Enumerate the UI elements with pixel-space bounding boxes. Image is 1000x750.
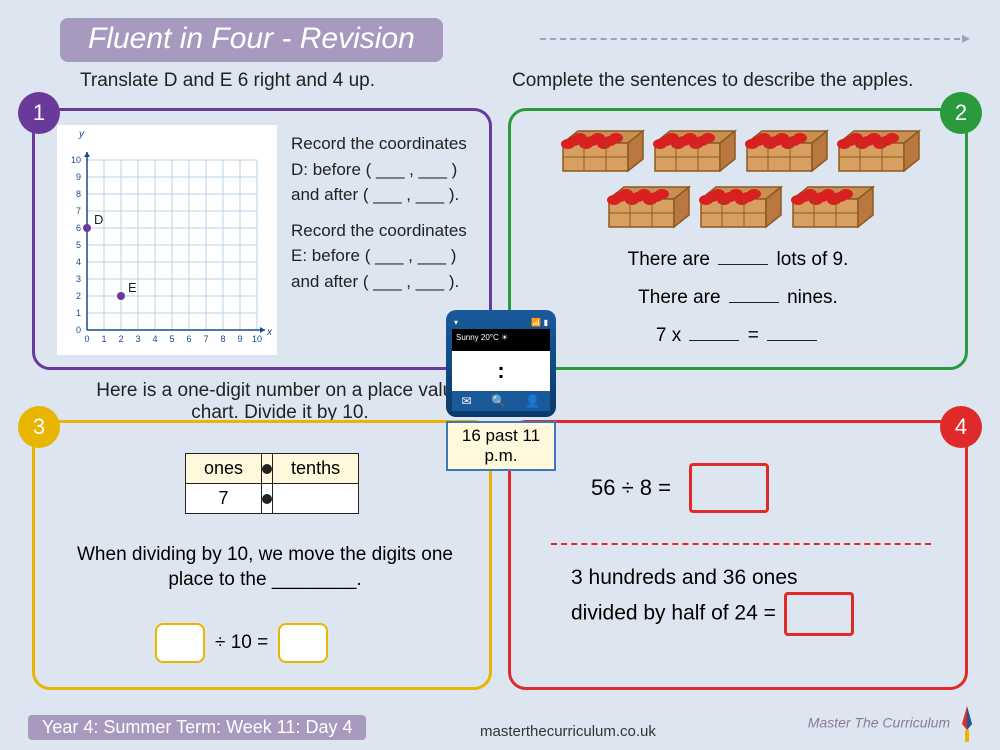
svg-text:3: 3 [135, 334, 140, 344]
svg-text:7: 7 [203, 334, 208, 344]
apple-crate [558, 125, 648, 175]
q1-text: Record the coordinates D: before ( ___ ,… [291, 131, 467, 294]
svg-text:E: E [128, 280, 137, 295]
apple-crates [541, 125, 941, 231]
svg-text:x: x [266, 327, 273, 338]
q4-equation-1: 56 ÷ 8 = [591, 463, 769, 513]
coordinate-grid: 0 1 2 3 4 5 6 7 8 9 10 0 1 2 3 4 5 6 7 8 9 10 D E x y [57, 125, 277, 355]
apple-crate [788, 181, 878, 231]
phone-time-label: 16 past 11 p.m. [446, 421, 556, 471]
apple-crate [650, 125, 740, 175]
mail-icon: ✉ [462, 394, 472, 408]
answer-box[interactable] [278, 623, 328, 663]
svg-text:1: 1 [101, 334, 106, 344]
user-icon: 👤 [525, 394, 540, 408]
svg-text:0: 0 [76, 325, 81, 335]
svg-text:9: 9 [76, 172, 81, 182]
svg-text:5: 5 [76, 240, 81, 250]
svg-text:0: 0 [84, 334, 89, 344]
q1-prompt: Translate D and E 6 right and 4 up. [80, 70, 375, 92]
apple-crate [696, 181, 786, 231]
svg-text:2: 2 [118, 334, 123, 344]
logo: Master The Curriculum [808, 704, 980, 744]
apple-crate [834, 125, 924, 175]
apple-crate [604, 181, 694, 231]
svg-text:8: 8 [76, 189, 81, 199]
answer-box[interactable] [689, 463, 769, 513]
svg-text:7: 7 [76, 206, 81, 216]
panel-1: 0 1 2 3 4 5 6 7 8 9 10 0 1 2 3 4 5 6 7 8 9 10 D E x y Record t… [32, 108, 492, 370]
svg-text:5: 5 [169, 334, 174, 344]
badge-2: 2 [940, 92, 982, 134]
footer-bar: Year 4: Summer Term: Week 11: Day 4 [28, 715, 366, 740]
q3-equation: ÷ 10 = [155, 623, 328, 663]
badge-4: 4 [940, 406, 982, 448]
q2-prompt: Complete the sentences to describe the a… [512, 70, 913, 92]
badge-3: 3 [18, 406, 60, 448]
phone-widget: ▾📶 ▮ Sunny 20°C ☀ : ✉ 🔍 👤 16 past 11 p.m… [446, 310, 556, 471]
apple-crate [742, 125, 832, 175]
footer-url: masterthecurriculum.co.uk [480, 723, 656, 740]
badge-1: 1 [18, 92, 60, 134]
q3-prompt: Here is a one-digit number on a place va… [80, 380, 480, 424]
svg-text:4: 4 [152, 334, 157, 344]
search-icon: 🔍 [491, 394, 506, 408]
svg-text:9: 9 [237, 334, 242, 344]
svg-text:2: 2 [76, 291, 81, 301]
page-title: Fluent in Four - Revision [60, 18, 443, 62]
q2-sentences: There are lots of 9. There are nines. 7 … [511, 241, 965, 355]
q4-equation-2: 3 hundreds and 36 ones divided by half o… [571, 563, 931, 636]
svg-text:8: 8 [220, 334, 225, 344]
svg-text:1: 1 [76, 308, 81, 318]
svg-text:6: 6 [76, 223, 81, 233]
svg-text:10: 10 [71, 155, 81, 165]
panel-3: onestenths 7 When dividing by 10, we mov… [32, 420, 492, 690]
svg-text:10: 10 [252, 334, 262, 344]
panel-2: There are lots of 9. There are nines. 7 … [508, 108, 968, 370]
answer-box[interactable] [784, 592, 854, 636]
panel-4: 56 ÷ 8 = 3 hundreds and 36 ones divided … [508, 420, 968, 690]
svg-text:D: D [94, 212, 103, 227]
place-value-table: onestenths 7 [185, 453, 359, 514]
svg-text:6: 6 [186, 334, 191, 344]
svg-text:3: 3 [76, 274, 81, 284]
title-arrow [540, 38, 960, 40]
q3-text: When dividing by 10, we move the digits … [75, 543, 455, 592]
q4-divider [551, 543, 931, 545]
svg-text:y: y [78, 129, 85, 140]
answer-box[interactable] [155, 623, 205, 663]
svg-text:4: 4 [76, 257, 81, 267]
phone-clock: : [452, 351, 550, 391]
